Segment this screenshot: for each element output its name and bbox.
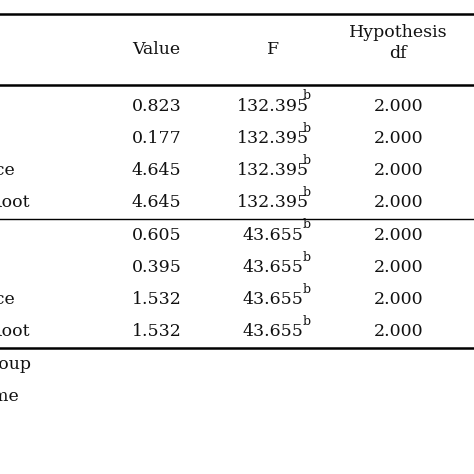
Text: 2.000: 2.000 bbox=[374, 98, 423, 115]
Text: Time: Time bbox=[0, 388, 20, 405]
Text: b: b bbox=[302, 283, 310, 296]
Text: 43.655: 43.655 bbox=[242, 291, 303, 308]
Text: b: b bbox=[302, 154, 310, 167]
Text: race: race bbox=[0, 162, 15, 179]
Text: t Root: t Root bbox=[0, 323, 30, 340]
Text: b: b bbox=[302, 121, 310, 135]
Text: 4.645: 4.645 bbox=[132, 162, 181, 179]
Text: F: F bbox=[266, 41, 279, 58]
Text: 0.395: 0.395 bbox=[131, 259, 182, 276]
Text: 132.395: 132.395 bbox=[237, 130, 309, 147]
Text: 2.000: 2.000 bbox=[374, 130, 423, 147]
Text: 2.000: 2.000 bbox=[374, 227, 423, 244]
Text: 132.395: 132.395 bbox=[237, 194, 309, 211]
Text: 2.000: 2.000 bbox=[374, 162, 423, 179]
Text: b: b bbox=[302, 89, 310, 102]
Text: 132.395: 132.395 bbox=[237, 98, 309, 115]
Text: race: race bbox=[0, 291, 15, 308]
Text: 43.655: 43.655 bbox=[242, 323, 303, 340]
Text: 2.000: 2.000 bbox=[374, 259, 423, 276]
Text: b: b bbox=[302, 250, 310, 264]
Text: 2.000: 2.000 bbox=[374, 291, 423, 308]
Text: 132.395: 132.395 bbox=[237, 162, 309, 179]
Text: t Root: t Root bbox=[0, 194, 30, 211]
Text: 0.177: 0.177 bbox=[132, 130, 181, 147]
Text: 0.605: 0.605 bbox=[132, 227, 181, 244]
Text: Value: Value bbox=[132, 41, 181, 58]
Text: 43.655: 43.655 bbox=[242, 227, 303, 244]
Text: 43.655: 43.655 bbox=[242, 259, 303, 276]
Text: 1.532: 1.532 bbox=[131, 291, 182, 308]
Text: 2.000: 2.000 bbox=[374, 194, 423, 211]
Text: 4.645: 4.645 bbox=[132, 194, 181, 211]
Text: b: b bbox=[302, 315, 310, 328]
Text: b: b bbox=[302, 186, 310, 199]
Text: b: b bbox=[302, 218, 310, 231]
Text: 0.823: 0.823 bbox=[132, 98, 181, 115]
Text: 1.532: 1.532 bbox=[131, 323, 182, 340]
Text: 2.000: 2.000 bbox=[374, 323, 423, 340]
Text: Group: Group bbox=[0, 356, 31, 373]
Text: Hypothesis
df: Hypothesis df bbox=[349, 24, 447, 62]
